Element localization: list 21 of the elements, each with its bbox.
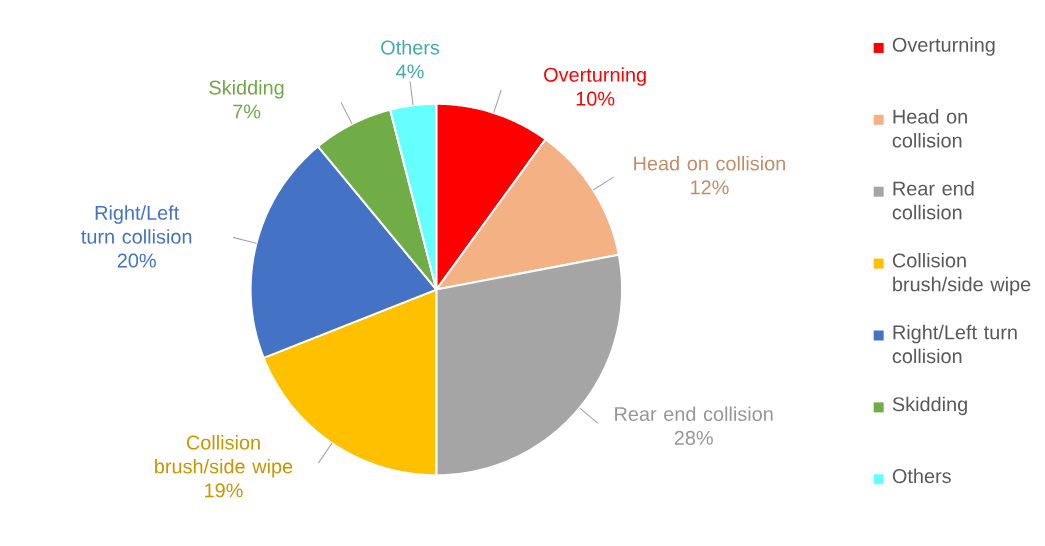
data-label: 4% <box>396 64 424 79</box>
data-label: 19% <box>205 483 243 498</box>
legend-label: Right/Left turn collision <box>892 324 1017 364</box>
slice-label: Skidding <box>209 79 284 99</box>
legend-label: Rear end collision <box>892 180 974 220</box>
legend-label: Head on collision <box>892 109 967 148</box>
data-label: 28% <box>674 430 713 445</box>
legend-label: Skidding <box>892 396 967 416</box>
slice-label: Collision brush/side wipe <box>155 434 293 478</box>
slice-label: Overturning <box>544 67 646 86</box>
data-label: 20% <box>117 253 156 268</box>
legend-label: Others <box>892 468 951 484</box>
slice-label: Head on collision <box>634 155 785 171</box>
legend-label: Overturning <box>892 37 995 56</box>
data-label: 12% <box>691 180 729 195</box>
slice-label: Others <box>381 39 440 55</box>
slice-label: Rear end collision <box>615 406 773 421</box>
legend-label: Collision brush/side wipe <box>892 252 1031 296</box>
slice-label: Right/Left turn collision <box>81 205 192 244</box>
data-label: 7% <box>233 104 261 119</box>
data-label: 10% <box>576 91 615 106</box>
